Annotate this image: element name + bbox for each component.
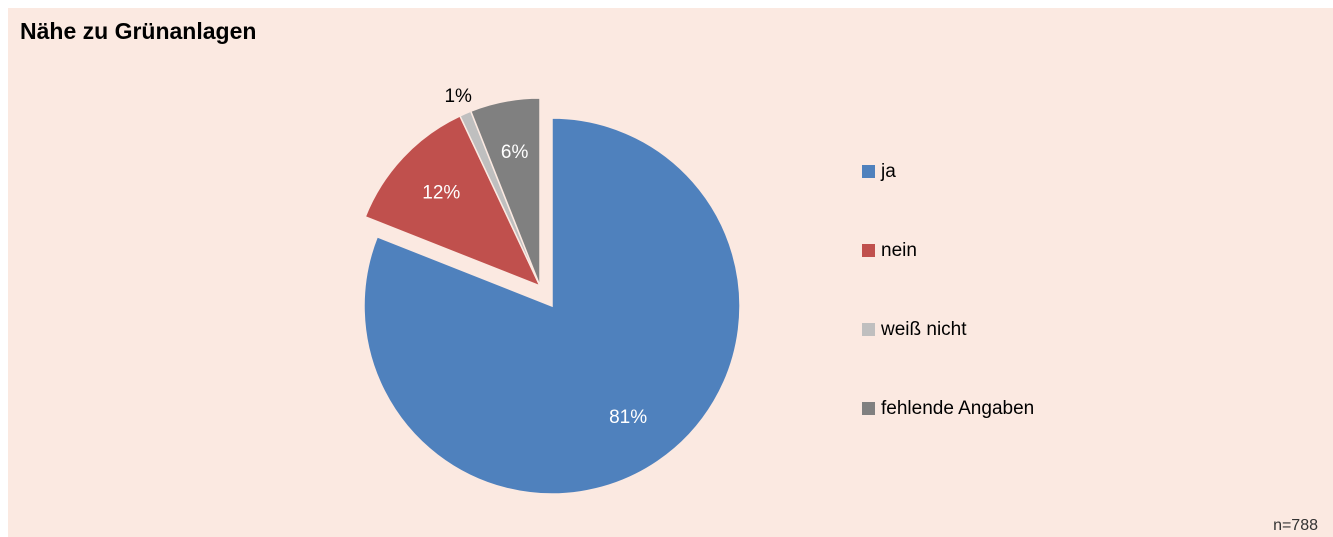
legend-label: fehlende Angaben [881, 398, 1034, 419]
data-label: 1% [444, 86, 472, 107]
data-label: 81% [609, 407, 647, 428]
legend-label: weiß nicht [880, 319, 967, 340]
pie-slice [363, 117, 741, 495]
pie-slice [364, 114, 542, 288]
legend-label: ja [880, 161, 896, 182]
data-label: 6% [501, 142, 529, 163]
data-label: 12% [422, 182, 460, 203]
legend-swatch [862, 244, 875, 257]
legend-swatch [862, 165, 875, 178]
pie-slice [469, 97, 541, 287]
legend-swatch [862, 323, 875, 336]
legend-swatch [862, 402, 875, 415]
legend-label: nein [881, 240, 917, 261]
chart-title: Nähe zu Grünanlagen [20, 18, 256, 44]
annotation: n=788 [1273, 517, 1318, 534]
